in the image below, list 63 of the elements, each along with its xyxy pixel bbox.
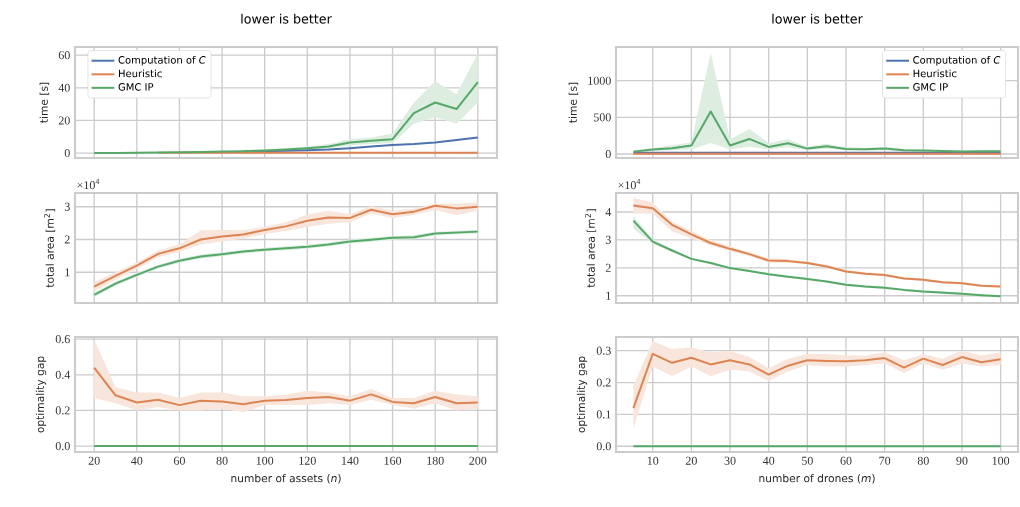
- x-tick-label: 120: [299, 456, 316, 465]
- x-axis-title: number of drones (m): [759, 473, 875, 484]
- line-series: [632, 352, 1002, 410]
- y-tick-label: 0.0: [55, 442, 70, 451]
- legend-label: Computation of C: [118, 55, 206, 66]
- x-tick-label: 40: [131, 456, 143, 465]
- legend-label: Heuristic: [913, 69, 957, 78]
- y-tick-label: 0: [605, 149, 611, 159]
- legend-label: Computation of C: [913, 55, 1001, 66]
- y-tick-label: 0.1: [596, 410, 611, 419]
- legend-label: Heuristic: [119, 69, 162, 78]
- x-tick-label: 180: [427, 456, 444, 465]
- y-tick-label: 1: [606, 291, 611, 300]
- x-tick-label: 200: [469, 456, 487, 465]
- x-tick-label: 20: [88, 456, 100, 465]
- x-tick-label: 20: [685, 456, 697, 465]
- y-tick-label: 40: [58, 83, 70, 92]
- x-tick-label: 80: [216, 456, 228, 465]
- x-tick-label: 50: [802, 456, 813, 465]
- line-series: [632, 110, 1002, 153]
- x-tick-label: 80: [917, 456, 929, 465]
- x-tick-label: 100: [992, 456, 1010, 465]
- y-tick-label: 60: [58, 51, 70, 60]
- y-axis-title: optimality gap: [576, 356, 588, 433]
- y-axis-title: optimality gap: [35, 356, 47, 433]
- y-tick-label: 0.0: [596, 442, 611, 451]
- legend-label: GMC IP: [913, 83, 948, 91]
- y-tick-label: 1000: [588, 76, 611, 85]
- y-axis-title: time [s]: [39, 82, 50, 123]
- y-tick-label: 4: [605, 208, 612, 216]
- x-tick-label: 90: [956, 456, 968, 465]
- y-tick-label: 500: [593, 113, 611, 122]
- y-tick-label: 3: [64, 202, 70, 211]
- y-tick-label: 0.2: [55, 406, 70, 415]
- x-tick-label: 100: [256, 456, 274, 465]
- y-tick-label: 0.4: [55, 370, 71, 379]
- text: ×10$^{4}$: [618, 178, 641, 190]
- y-tick-label: 2: [64, 235, 70, 244]
- x-tick-label: 140: [341, 456, 359, 465]
- chart-title: lower is better: [241, 13, 332, 24]
- x-tick-label: 60: [840, 456, 852, 465]
- line-series: [93, 366, 479, 407]
- y-axis-title: time [s]: [568, 82, 579, 123]
- x-tick-label: 60: [173, 456, 185, 465]
- x-axis-title: number of assets (n): [231, 473, 341, 484]
- x-tick-label: 70: [879, 456, 891, 465]
- y-tick-label: 0.6: [55, 335, 70, 344]
- text: ×10$^{4}$: [77, 178, 100, 190]
- y-tick-label: 20: [58, 116, 70, 125]
- x-tick-label: 160: [384, 456, 402, 465]
- legend-label: GMC IP: [118, 83, 154, 91]
- y-tick-label: 0.2: [596, 378, 611, 387]
- y-tick-label: 0.3: [596, 346, 611, 355]
- y-tick-label: 0: [64, 149, 70, 158]
- y-tick-label: 3: [605, 235, 611, 244]
- chart-title: lower is better: [772, 13, 863, 24]
- y-axis-title: total area [m$^{2}$]: [585, 209, 597, 288]
- y-tick-label: 1: [65, 268, 70, 277]
- x-tick-label: 40: [762, 456, 775, 465]
- x-tick-label: 30: [724, 456, 736, 465]
- x-tick-label: 10: [647, 456, 659, 465]
- y-axis-title: total area [m$^{2}$]: [44, 209, 56, 288]
- y-tick-label: 2: [605, 263, 611, 272]
